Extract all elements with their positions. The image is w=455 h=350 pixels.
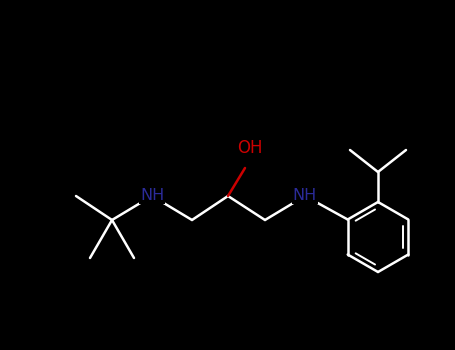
Text: NH: NH [140, 189, 164, 203]
Text: NH: NH [293, 189, 317, 203]
Text: OH: OH [237, 139, 263, 157]
